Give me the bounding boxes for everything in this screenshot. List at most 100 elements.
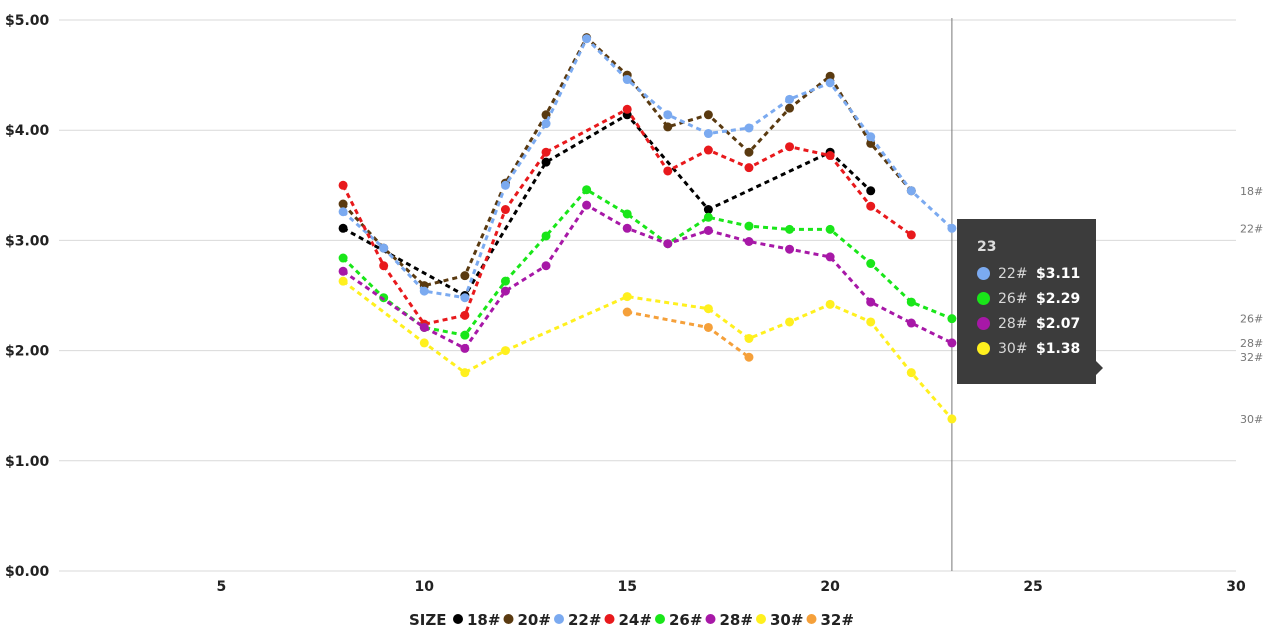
data-point: [825, 299, 835, 309]
data-point: [906, 186, 916, 196]
data-point: [338, 266, 348, 276]
tooltip-series-value: $2.07: [1036, 315, 1081, 332]
data-point: [541, 231, 551, 241]
x-tick-label: 25: [1023, 579, 1042, 595]
y-tick-label: $2.00: [5, 344, 50, 360]
data-point: [906, 297, 916, 307]
data-point: [460, 271, 470, 281]
legend-item-label: 22#: [568, 611, 601, 629]
data-point: [703, 304, 713, 314]
legend-swatch: [503, 614, 514, 624]
tooltip-series-value: $2.29: [1036, 290, 1081, 307]
data-point: [622, 292, 632, 302]
y-tick-label: $3.00: [5, 233, 50, 249]
data-point: [582, 185, 592, 195]
tooltip-series-name: 28#: [998, 315, 1028, 332]
tooltip-row: 26# $2.29: [977, 286, 1096, 311]
data-point: [663, 166, 673, 176]
data-point: [500, 346, 510, 356]
legend-item-label: 26#: [669, 611, 702, 629]
tooltip-series-value: $3.11: [1036, 265, 1081, 282]
data-point: [785, 94, 795, 104]
data-point: [338, 253, 348, 263]
data-point: [500, 276, 510, 286]
data-point: [866, 201, 876, 211]
data-point: [622, 223, 632, 233]
data-point: [703, 129, 713, 139]
data-point: [663, 122, 673, 132]
series-line: [342, 37, 953, 300]
tooltip-pointer: [1096, 361, 1103, 375]
data-point: [541, 147, 551, 157]
series-color-swatch: [977, 267, 990, 280]
legend-item-label: 18#: [467, 611, 500, 629]
data-point: [947, 414, 957, 424]
data-point: [663, 239, 673, 249]
series-color-swatch: [977, 342, 990, 355]
data-point: [744, 147, 754, 157]
end-label: 30#: [1240, 413, 1263, 426]
legend-swatch: [756, 614, 766, 624]
series-color-swatch: [977, 292, 990, 305]
tooltip-series-name: 22#: [998, 265, 1028, 282]
tooltip-row: 30# $1.38: [977, 336, 1096, 361]
data-point: [379, 243, 389, 253]
data-point: [947, 314, 957, 324]
data-point: [419, 322, 429, 332]
data-point: [947, 223, 957, 233]
data-point: [622, 104, 632, 114]
x-tick-label: 30: [1226, 579, 1246, 595]
end-label: 32#: [1240, 351, 1263, 364]
data-point: [622, 307, 632, 317]
series-18: [338, 110, 876, 300]
data-point: [703, 212, 713, 222]
legend[interactable]: SIZE 18# 20# 22# 24# 26# 28# 30# 32#: [409, 611, 854, 629]
series-24: [338, 104, 916, 329]
data-point: [785, 244, 795, 254]
series-line: [341, 107, 913, 326]
legend-item-label: 30#: [770, 611, 803, 629]
data-point: [338, 276, 348, 286]
series-32: [622, 307, 754, 362]
y-tick-label: $0.00: [5, 564, 50, 580]
legend-swatch: [806, 614, 817, 624]
data-point: [744, 123, 754, 133]
data-point: [500, 205, 510, 215]
data-point: [825, 151, 835, 161]
legend-title: SIZE: [409, 611, 447, 629]
data-point: [703, 225, 713, 235]
y-tick-label: $1.00: [5, 454, 50, 470]
data-point: [906, 230, 916, 240]
legend-swatch: [554, 614, 564, 624]
series-line: [342, 203, 953, 350]
data-point: [744, 237, 754, 247]
end-label: 28#: [1240, 337, 1263, 350]
data-point: [785, 142, 795, 152]
series-line: [342, 280, 954, 420]
legend-swatch: [655, 614, 665, 624]
legend-swatch: [705, 614, 716, 624]
y-tick-label: $5.00: [5, 13, 50, 29]
data-point: [541, 119, 551, 129]
data-point: [866, 132, 876, 142]
data-point: [703, 322, 713, 332]
series-line: [342, 188, 953, 337]
legend-item-label: 28#: [720, 611, 753, 629]
data-point: [460, 293, 470, 303]
data-point: [622, 209, 632, 219]
data-point: [419, 338, 429, 348]
hover-tooltip: 23 22# $3.11 26# $2.29 28# $2.07 30# $1.…: [957, 219, 1103, 384]
data-point: [906, 318, 916, 328]
y-axis-ticks: $0.00 $1.00 $2.00 $3.00 $4.00 $5.00: [5, 13, 50, 580]
end-label: 18#: [1240, 185, 1263, 198]
legend-swatch: [604, 614, 615, 624]
legend-item-label: 24#: [619, 611, 652, 629]
data-point: [338, 223, 348, 233]
data-point: [866, 297, 876, 307]
data-point: [338, 207, 348, 217]
data-point: [582, 34, 592, 44]
x-tick-label: 5: [216, 579, 226, 595]
series-color-swatch: [977, 317, 990, 330]
y-tick-label: $4.00: [5, 123, 50, 139]
